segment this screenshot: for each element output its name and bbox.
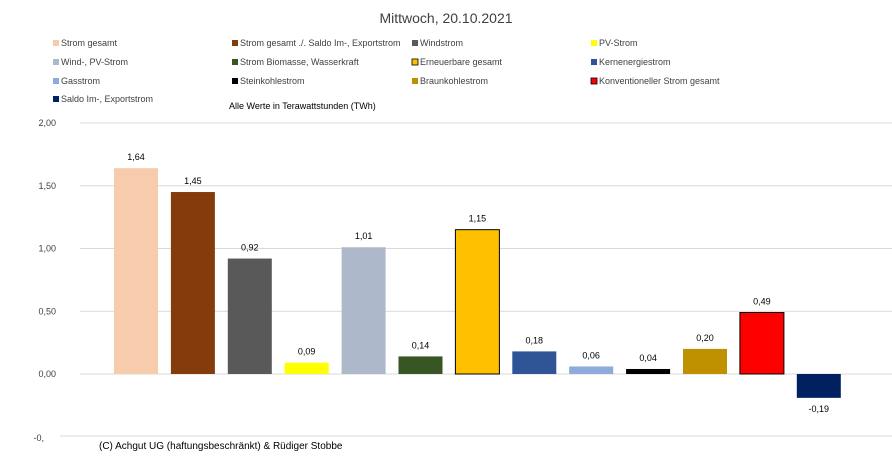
legend-label: Steinkohlestrom <box>240 76 305 86</box>
y-tick-label: 0,00 <box>38 369 56 379</box>
legend-label: Strom gesamt ./. Saldo Im-, Exportstrom <box>240 38 401 48</box>
legend-label: Saldo Im-, Exportstrom <box>61 94 153 104</box>
data-label: 0,18 <box>526 335 544 345</box>
data-labels: 1,64 1,45 0,92 0,09 1,01 0,14 1,15 0,18 0,06 0,04… <box>127 152 829 414</box>
data-label: 0,06 <box>582 350 600 360</box>
legend-label: PV-Strom <box>599 38 638 48</box>
chart-title: Mittwoch, 20.10.2021 <box>379 10 512 26</box>
data-label: 0,49 <box>753 297 771 307</box>
bar <box>398 356 443 374</box>
legend-label: Strom gesamt <box>61 38 118 48</box>
bar <box>284 362 329 374</box>
legend-label: Erneuerbare gesamt <box>420 57 503 67</box>
data-label: 0,20 <box>696 333 714 343</box>
bar <box>454 229 500 375</box>
legend: Strom gesamt Strom gesamt ./. Saldo Im-, … <box>53 38 720 104</box>
legend-label: Kernenergiestrom <box>599 57 671 67</box>
bar <box>569 366 614 374</box>
data-label: 1,45 <box>184 176 202 186</box>
y-axis: 2,00 1,50 1,00 0,50 0,00 -0, <box>33 118 56 443</box>
legend-label: Strom Biomasse, Wasserkraft <box>240 57 359 67</box>
legend-swatch <box>591 40 597 46</box>
y-tick-label: 2,00 <box>38 118 56 128</box>
legend-label: Gasstrom <box>61 76 100 86</box>
data-label: 1,15 <box>469 214 487 224</box>
legend-swatch <box>232 78 238 84</box>
legend-swatch <box>590 77 598 85</box>
chart-footer: (C) Achgut UG (haftungsbeschränkt) & Rüd… <box>99 441 343 452</box>
legend-swatch <box>53 59 59 65</box>
legend-swatch <box>412 40 418 46</box>
legend-swatch <box>53 78 59 84</box>
legend-swatch <box>232 59 238 65</box>
legend-label: Wind-, PV-Strom <box>61 57 128 67</box>
bar <box>227 258 272 374</box>
y-tick-label: 0,50 <box>38 306 56 316</box>
legend-swatch <box>412 78 418 84</box>
data-label: 1,01 <box>355 231 373 241</box>
legend-swatch <box>591 59 597 65</box>
y-tick-label: 1,50 <box>38 181 56 191</box>
bar <box>626 368 671 374</box>
y-tick-label: -0, <box>33 433 44 443</box>
data-label: 0,04 <box>639 353 657 363</box>
bar <box>796 374 841 398</box>
data-label: -0,19 <box>809 404 830 414</box>
bar <box>683 348 727 374</box>
data-label: 0,92 <box>241 243 259 253</box>
legend-swatch <box>53 96 59 102</box>
y-tick-label: 1,00 <box>38 244 56 254</box>
bar <box>170 192 215 374</box>
legend-label: Konventioneller Strom gesamt <box>599 76 720 86</box>
legend-swatch <box>411 58 419 66</box>
data-label: 1,64 <box>127 152 145 162</box>
data-label: 0,09 <box>298 347 316 357</box>
bars <box>114 168 841 398</box>
legend-label: Windstrom <box>420 38 463 48</box>
legend-swatch <box>53 40 59 46</box>
legend-label: Braunkohlestrom <box>420 76 488 86</box>
legend-swatch <box>232 40 238 46</box>
data-label: 0,14 <box>412 340 430 350</box>
bar <box>739 312 785 375</box>
chart-subtitle: Alle Werte in Terawattstunden (TWh) <box>229 101 376 111</box>
bar <box>512 351 557 374</box>
bar <box>114 168 158 374</box>
bar <box>341 247 386 374</box>
